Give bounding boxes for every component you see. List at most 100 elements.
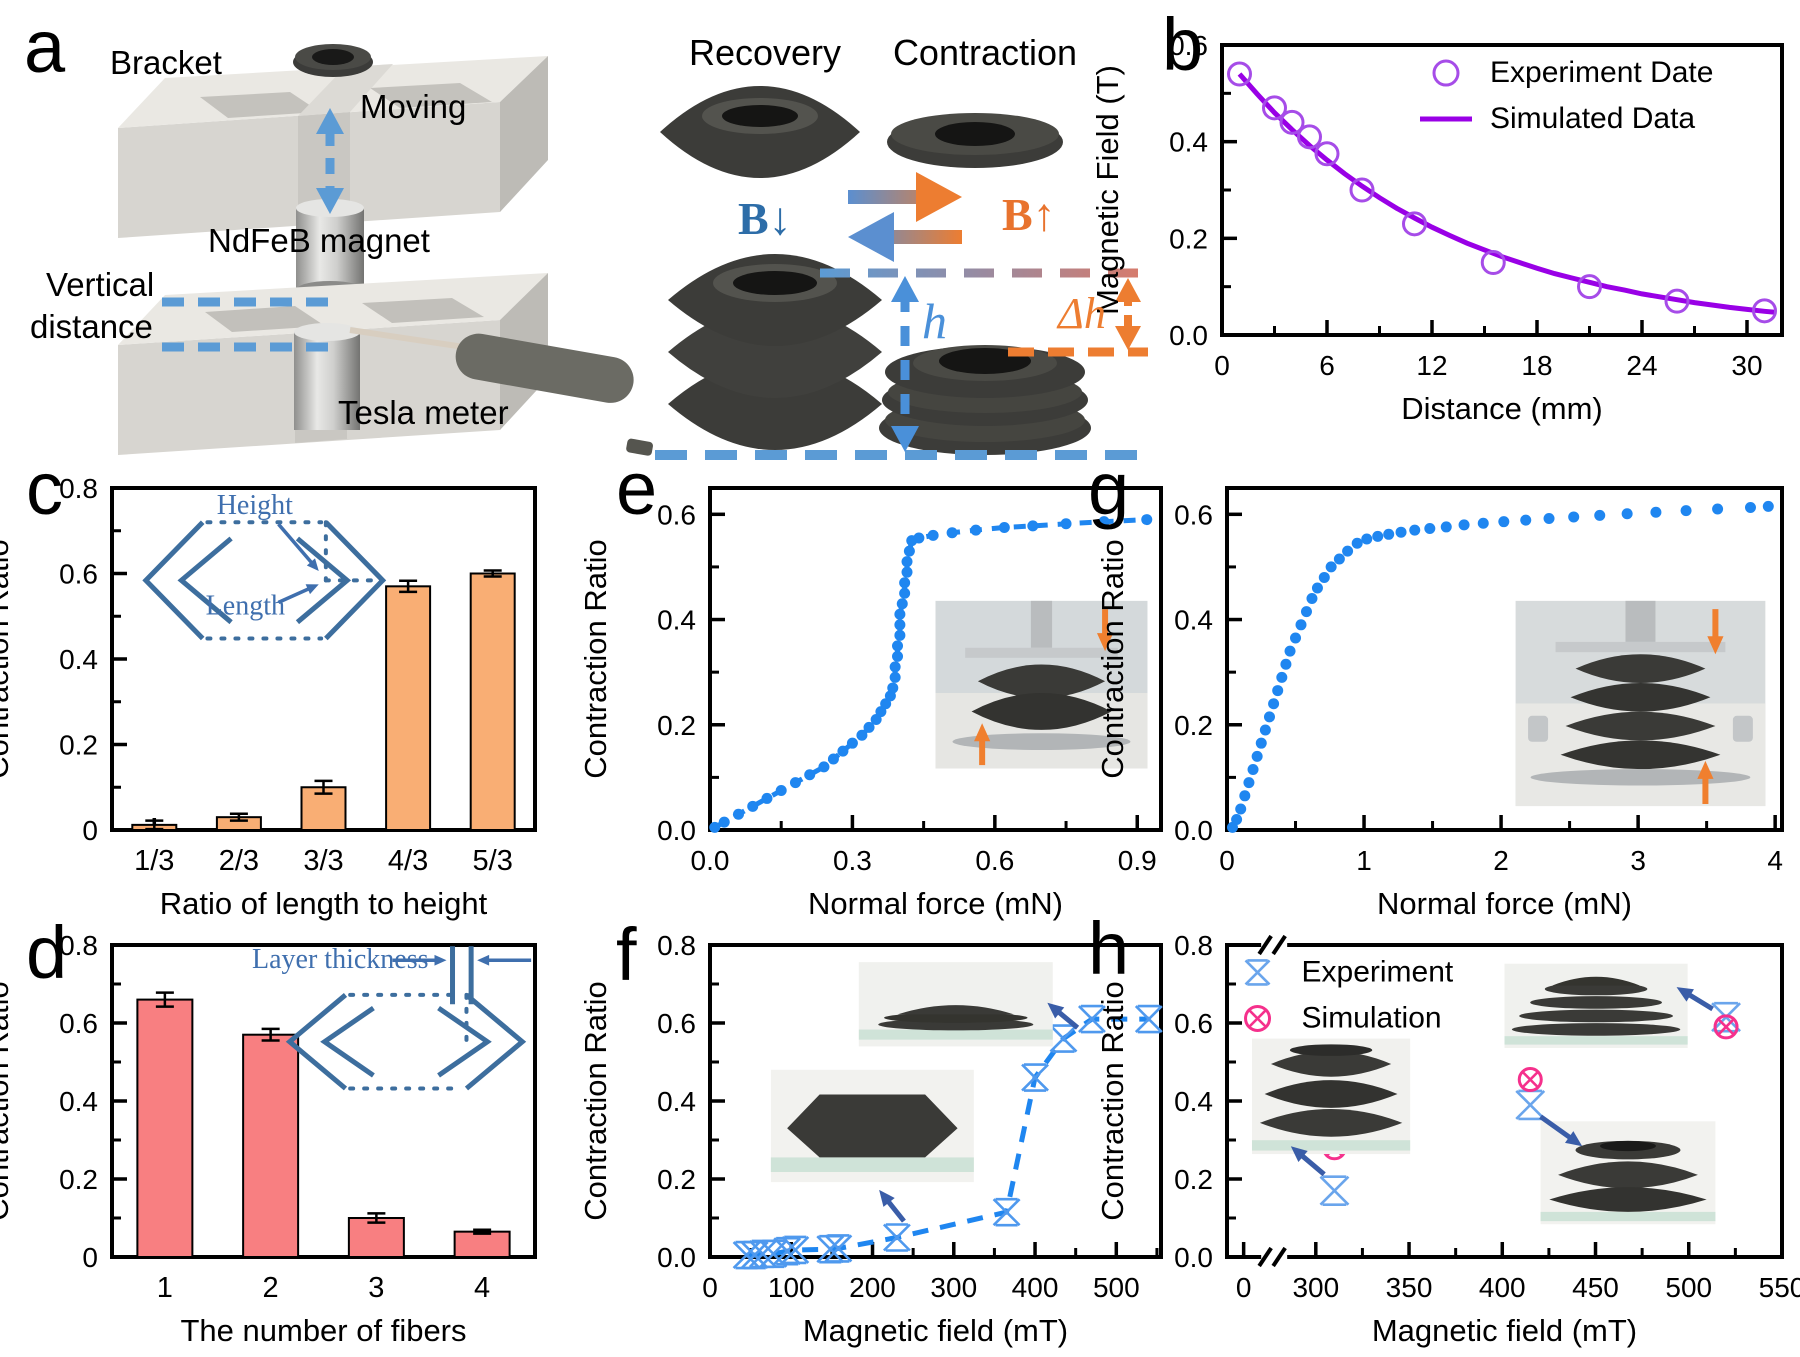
marker-dot <box>1372 530 1384 542</box>
svg-text:0.0: 0.0 <box>657 1242 696 1273</box>
marker-circle-open <box>1432 59 1460 87</box>
svg-text:0.4: 0.4 <box>657 1086 696 1117</box>
axes: 0.0 0.2 0.4 0.6 0.8 0 300 350 400 450 500 550 <box>1174 930 1800 1303</box>
svg-text:0.4: 0.4 <box>657 605 696 636</box>
x-axis-label: Ratio of length to height <box>160 886 488 921</box>
svg-text:0.3: 0.3 <box>833 845 872 876</box>
marker-dot <box>1255 737 1267 749</box>
layer-thickness-inset: Layer thickness <box>252 944 532 1091</box>
bracket-block-upper <box>118 56 548 238</box>
marker-dot <box>1650 506 1662 518</box>
axes: 0 0.2 0.4 0.6 0.8 1 2 3 4 <box>59 930 537 1304</box>
marker-xstar <box>824 1234 853 1263</box>
marker-xstar <box>882 1223 911 1252</box>
arrow <box>277 584 319 604</box>
svg-text:0: 0 <box>82 815 98 846</box>
x-axis-label: Normal force (mN) <box>1377 886 1632 921</box>
x-axis-label: Normal force (mN) <box>808 886 1063 921</box>
marker-dot <box>837 745 849 757</box>
panel-letter-e: e <box>616 447 658 530</box>
marker-circle-open <box>1262 95 1287 121</box>
marker-dot <box>892 650 904 662</box>
svg-text:4: 4 <box>1767 845 1783 876</box>
marker-circle-open <box>1480 250 1506 275</box>
svg-text:4/3: 4/3 <box>388 845 428 877</box>
arrow <box>277 523 319 572</box>
marker-dot <box>863 721 875 733</box>
svg-text:100: 100 <box>768 1272 815 1303</box>
recovered-sample-photo <box>770 1069 974 1183</box>
recovered-stack-photo <box>1251 1038 1411 1155</box>
marker-dot <box>1290 632 1302 644</box>
svg-text:0.4: 0.4 <box>59 1086 98 1117</box>
svg-text:4: 4 <box>474 1272 490 1304</box>
marker-dot <box>1351 537 1363 549</box>
marker-xstar <box>1078 1004 1106 1034</box>
marker-dot <box>889 671 901 683</box>
marker-dot <box>761 792 773 804</box>
marker-dot <box>1263 711 1275 723</box>
svg-text:3: 3 <box>1630 845 1646 876</box>
axes: 0.0 0.2 0.4 0.6 0.8 0 100 200 300 400 500 <box>657 930 1163 1303</box>
svg-text:1/3: 1/3 <box>134 845 174 877</box>
svg-text:0.0: 0.0 <box>1169 320 1208 351</box>
svg-text:1: 1 <box>1356 845 1372 876</box>
svg-text:0.0: 0.0 <box>1174 1242 1213 1273</box>
svg-text:500: 500 <box>1665 1272 1712 1303</box>
svg-text:0.6: 0.6 <box>975 845 1014 876</box>
marker-dot <box>892 640 904 652</box>
series-scatter-dashline <box>732 1004 1163 1270</box>
y-axis-label: Contraction Ratio <box>578 981 613 1221</box>
marker-xstar <box>1244 959 1271 986</box>
y-axis-label: Contraction Ratio <box>578 539 613 779</box>
marker-dot <box>899 577 911 589</box>
y-axis-label: Contraction Ratio <box>1095 981 1130 1221</box>
marker-dot <box>894 608 906 620</box>
fully-contracted-photo <box>1504 963 1688 1048</box>
svg-text:Height: Height <box>217 490 293 521</box>
marker-dot <box>903 545 915 557</box>
marker-dot <box>901 556 913 568</box>
marker-dot <box>1276 671 1288 683</box>
marker-dot <box>709 821 721 833</box>
h-arrow <box>891 276 919 452</box>
marker-dot <box>827 753 839 765</box>
marker-dot <box>1680 505 1692 517</box>
svg-text:2: 2 <box>263 1272 279 1304</box>
svg-text:0.6: 0.6 <box>1174 499 1213 530</box>
svg-text:0.0: 0.0 <box>657 815 696 846</box>
tesla-meter-probe <box>349 327 653 456</box>
panel-letter-a: a <box>24 5 66 88</box>
svg-text:0.2: 0.2 <box>657 710 696 741</box>
svg-text:18: 18 <box>1521 350 1552 381</box>
bracket-block-lower <box>118 273 548 455</box>
moving-label: Moving <box>360 88 467 125</box>
panel-h-chart: 0.0 0.2 0.4 0.6 0.8 0 300 350 400 450 500 550 Magnet… <box>1095 930 1800 1348</box>
svg-text:0: 0 <box>1214 350 1230 381</box>
marker-dot <box>970 524 982 536</box>
svg-text:300: 300 <box>1292 1272 1339 1303</box>
svg-text:0.2: 0.2 <box>59 730 98 761</box>
svg-text:0: 0 <box>82 1242 98 1273</box>
svg-text:3: 3 <box>368 1272 384 1304</box>
axes: 0.0 0.2 0.4 0.6 0 6 12 18 24 30 <box>1169 30 1784 381</box>
marker-circle-open <box>1402 211 1427 237</box>
contraction-label: Contraction <box>892 32 1078 73</box>
marker-circle-x <box>1244 1004 1272 1032</box>
marker-dot <box>1440 521 1452 533</box>
marker-dot <box>1712 503 1724 515</box>
svg-text:0: 0 <box>702 1272 718 1303</box>
marker-dot <box>946 527 958 539</box>
marker-dot <box>894 629 906 641</box>
contraction-cup <box>887 113 1063 168</box>
marker-dot <box>1060 518 1072 530</box>
bars <box>131 569 516 831</box>
marker-dot <box>1333 553 1345 565</box>
panel-c-chart: 0 0.2 0.4 0.6 0.8 1/3 2/3 3/3 4/3 5/3 Ratio of len… <box>0 473 537 921</box>
marker-dot <box>1458 519 1470 531</box>
arrow <box>392 954 447 966</box>
stack-contracted <box>879 345 1091 455</box>
svg-text:0.2: 0.2 <box>1174 710 1213 741</box>
panel-g-chart: 0.0 0.2 0.4 0.6 0 1 2 3 4 Normal force (mN) Contra… <box>1095 486 1784 921</box>
